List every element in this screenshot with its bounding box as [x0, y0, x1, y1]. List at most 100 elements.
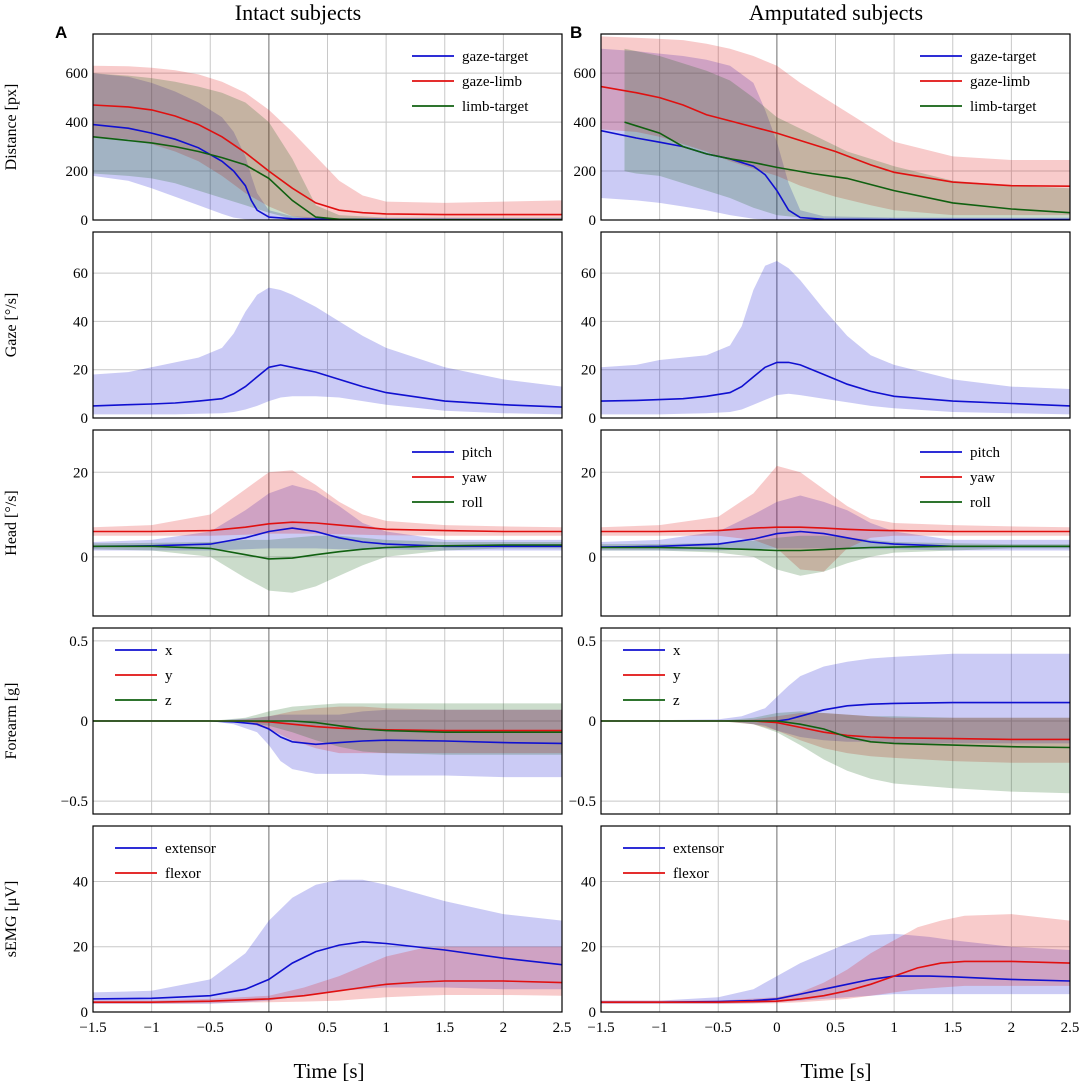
legend-label-pitch: pitch: [462, 445, 492, 461]
x-tick-label: 0: [265, 1020, 273, 1036]
y-tick-label: 20: [73, 465, 88, 481]
y-axis-label-head: Head [°/s]: [3, 490, 20, 555]
y-tick-label: 0: [81, 411, 89, 427]
y-tick-label: 0: [589, 714, 597, 730]
x-tick-label: −1: [652, 1020, 668, 1036]
legend-label-flexor: flexor: [673, 866, 709, 882]
x-tick-label: 2: [500, 1020, 508, 1036]
panel-head-amputated: 0 20 pitch yaw roll: [581, 429, 1071, 617]
legend-label-extensor: extensor: [673, 841, 724, 857]
line-z: [601, 720, 1070, 749]
band-yaw: [93, 470, 562, 536]
line-extensor: [93, 940, 562, 1000]
panel-frame: [92, 429, 563, 617]
plot-area: [601, 36, 1070, 220]
legend: extensor flexor: [115, 841, 216, 882]
legend-label-gaze-limb: gaze-limb: [970, 74, 1030, 90]
panel-frame: [600, 825, 1071, 1013]
y-tick-label: −0.5: [569, 794, 596, 810]
plot-grid: Distance [px]0200400600gaze-targetgaze-l…: [3, 33, 1080, 1036]
panel-frame: [92, 825, 563, 1013]
x-tick-label: −0.5: [197, 1020, 224, 1036]
plot-area: [601, 465, 1070, 576]
band-gaze-target: [93, 73, 562, 220]
legend-label-yaw: yaw: [462, 470, 487, 486]
plot-area: [93, 879, 562, 1004]
panel-semg-amputated: 0 20 40 −1.5 −1 −0.5 0 0.5 1 1.5 2 2.5 extensor flexo…: [581, 825, 1080, 1036]
y-tick-label: 0: [589, 550, 597, 566]
x-tick-label: 1: [382, 1020, 390, 1036]
y-tick-label: 20: [581, 363, 596, 379]
y-tick-label: 400: [66, 115, 89, 131]
x-tick-label: −0.5: [705, 1020, 732, 1036]
legend-label-gaze-limb: gaze-limb: [462, 74, 522, 90]
y-tick-label: 0: [589, 1005, 597, 1021]
legend-label-y: y: [165, 668, 173, 684]
legend-label-gaze-target: gaze-target: [462, 49, 529, 65]
band-gaze-limb: [601, 36, 1070, 216]
y-tick-label: 20: [581, 940, 596, 956]
x-tick-label: 2.5: [1061, 1020, 1080, 1036]
band-limb-target: [93, 73, 562, 220]
line-roll: [93, 544, 562, 560]
panel-frame: [92, 33, 563, 221]
legend-label-yaw: yaw: [970, 470, 995, 486]
band-z: [93, 703, 562, 755]
y-tick-label: 0: [81, 1005, 89, 1021]
band-gaze: [93, 287, 562, 415]
legend-label-limb-target: limb-target: [462, 99, 529, 115]
plot-area: [93, 287, 562, 415]
y-tick-label: 40: [73, 314, 88, 330]
y-tick-label: 60: [73, 266, 88, 282]
legend-label-roll: roll: [970, 495, 991, 511]
legend-label-limb-target: limb-target: [970, 99, 1037, 115]
panel-semg-intact: 0 20 40 −1.5 −1 −0.5 0 0.5 1 1.5 2 2.5 extensor flexo…: [73, 825, 572, 1036]
panel-frame: [600, 33, 1071, 221]
panel-frame: [92, 627, 563, 815]
legend-label-x: x: [673, 643, 681, 659]
panel-gaze-amputated: 0 20 40 60: [581, 231, 1071, 427]
legend-label-flexor: flexor: [165, 866, 201, 882]
legend-label-gaze-target: gaze-target: [970, 49, 1037, 65]
x-tick-label: −1.5: [587, 1020, 614, 1036]
y-axis-label-forearm: Forearm [g]: [3, 683, 20, 760]
y-tick-label: 20: [73, 940, 88, 956]
x-tick-label: 1: [890, 1020, 898, 1036]
legend-label-z: z: [673, 693, 680, 709]
plot-area: [93, 703, 562, 778]
y-tick-label: 20: [73, 363, 88, 379]
y-tick-label: 0: [81, 550, 89, 566]
y-tick-label: 600: [574, 66, 597, 82]
line-gaze: [601, 361, 1070, 407]
line-gaze-limb: [93, 104, 562, 216]
y-tick-label: 40: [581, 874, 596, 890]
line-gaze: [93, 364, 562, 408]
y-axis-label-distance: Distance [px]: [3, 84, 20, 171]
y-tick-label: 20: [581, 465, 596, 481]
panel-distance-intact: 0 200 400 600 gaze-target gaze-limb limb-targe…: [66, 33, 563, 229]
x-tick-label: 2.5: [553, 1020, 572, 1036]
panel-distance-amputated: 0 200 400 600 gaze-target gaze-limb limb-targe…: [574, 33, 1071, 229]
x-tick-label: −1.5: [79, 1020, 106, 1036]
legend-label-z: z: [165, 693, 172, 709]
y-tick-label: 0: [589, 213, 597, 229]
panel-letter-b: B: [570, 23, 582, 42]
band-extensor: [93, 879, 562, 1004]
x-tick-label: −1: [144, 1020, 160, 1036]
y-tick-label: 200: [66, 164, 89, 180]
band-y: [601, 713, 1070, 763]
band-flexor: [93, 946, 562, 1004]
band-gaze: [601, 261, 1070, 415]
band-gaze-target: [601, 48, 1070, 220]
band-yaw: [601, 465, 1070, 572]
panel-letter-a: A: [55, 23, 67, 42]
legend: extensor flexor: [623, 841, 724, 882]
band-extensor: [601, 933, 1070, 1004]
band-roll: [93, 535, 562, 593]
legend-label-x: x: [165, 643, 173, 659]
plot-area: [601, 261, 1070, 415]
y-tick-label: 0.5: [577, 634, 596, 650]
y-tick-label: 0: [81, 213, 89, 229]
panel-frame: [600, 627, 1071, 815]
line-yaw: [93, 521, 562, 533]
